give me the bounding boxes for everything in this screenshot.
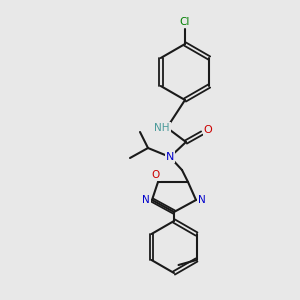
Text: N: N [198,195,206,205]
Text: O: O [204,125,212,135]
Text: Cl: Cl [180,17,190,27]
Text: NH: NH [154,123,170,133]
Text: O: O [152,170,160,180]
Text: N: N [142,195,150,205]
Text: N: N [166,152,174,162]
